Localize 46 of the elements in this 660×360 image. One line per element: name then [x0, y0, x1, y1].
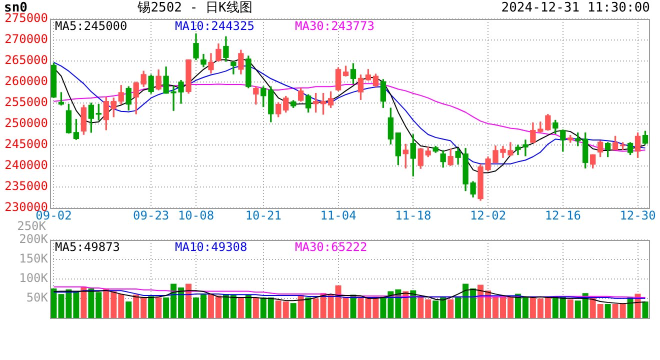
bar: [156, 297, 162, 318]
bar: [642, 302, 648, 318]
y-tick-label: 150K: [19, 252, 49, 266]
bar: [604, 304, 611, 318]
y-tick-label: 270000: [4, 32, 48, 46]
x-tick-label: 09-23: [133, 208, 170, 222]
y-tick-label: 260000: [4, 74, 48, 88]
x-tick-label: 10-08: [178, 208, 214, 222]
text: 2024-12-31 11:30:00: [501, 0, 650, 16]
x-tick-label: 12-02: [470, 208, 506, 222]
bar: [238, 297, 244, 318]
y-tick-label: 240000: [4, 158, 48, 172]
bar: [305, 297, 312, 318]
y-tick-label: 100K: [19, 271, 49, 286]
chart-title: 锡2502 - 日K线图: [136, 0, 252, 16]
text: MA30:65222: [295, 240, 368, 254]
y-tick-label: 250000: [4, 116, 48, 130]
x-tick-label: 11-18: [395, 208, 432, 222]
x-tick-label: 10-21: [245, 208, 282, 222]
x-tick-label: 12-30: [620, 208, 656, 222]
y-tick-label: 50K: [26, 290, 49, 305]
bar: [252, 297, 259, 318]
x-tick-label: 12-16: [544, 208, 581, 222]
bar: [567, 299, 574, 318]
y-tick-label: 200K: [19, 232, 49, 246]
text: 250K: [17, 219, 47, 234]
bar: [148, 296, 154, 318]
text: MA5:245000: [55, 19, 128, 34]
bar: [448, 299, 454, 318]
y-tick-label: 245000: [4, 137, 48, 152]
text: MA10:49308: [175, 240, 248, 254]
bar: [245, 294, 252, 318]
y-tick-label: 235000: [4, 179, 48, 194]
bar: [350, 294, 356, 318]
text: MA5:49873: [55, 240, 120, 254]
bar: [410, 290, 416, 318]
text: MA10:244325: [175, 19, 254, 34]
y-tick-label: 275000: [4, 11, 48, 26]
y-tick-label: 255000: [4, 95, 48, 110]
bar: [126, 302, 132, 318]
y-tick-label: 265000: [4, 53, 48, 68]
bar: [80, 286, 87, 318]
x-tick-label: 11-04: [320, 208, 356, 222]
text: MA30:243773: [295, 19, 374, 34]
bar: [186, 284, 192, 318]
bar: [290, 303, 296, 318]
